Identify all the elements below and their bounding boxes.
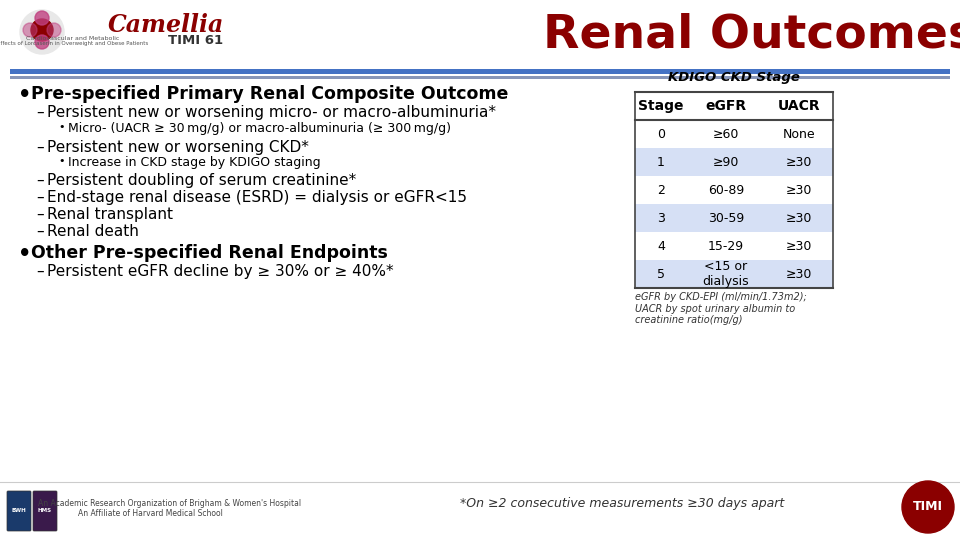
Text: Increase in CKD stage by KDIGO staging: Increase in CKD stage by KDIGO staging bbox=[68, 156, 321, 169]
Bar bbox=[635, 120, 833, 148]
Text: 2: 2 bbox=[657, 184, 665, 197]
Text: TIMI 61: TIMI 61 bbox=[168, 33, 223, 46]
Bar bbox=[635, 204, 833, 232]
Circle shape bbox=[47, 23, 61, 37]
Text: 0: 0 bbox=[657, 127, 665, 140]
Text: Persistent doubling of serum creatinine*: Persistent doubling of serum creatinine* bbox=[47, 173, 356, 188]
Text: •: • bbox=[18, 244, 32, 264]
Circle shape bbox=[35, 35, 49, 49]
Text: ≥30: ≥30 bbox=[786, 267, 812, 280]
Text: ≥30: ≥30 bbox=[786, 184, 812, 197]
Text: An Affiliate of Harvard Medical School: An Affiliate of Harvard Medical School bbox=[78, 510, 223, 518]
Text: •: • bbox=[18, 85, 32, 105]
Text: End-stage renal disease (ESRD) = dialysis or eGFR<15: End-stage renal disease (ESRD) = dialysi… bbox=[47, 190, 467, 205]
Text: 1: 1 bbox=[657, 156, 665, 168]
Text: Persistent new or worsening CKD*: Persistent new or worsening CKD* bbox=[47, 140, 309, 155]
Text: *On ≥2 consecutive measurements ≥30 days apart: *On ≥2 consecutive measurements ≥30 days… bbox=[460, 497, 784, 510]
Text: Renal transplant: Renal transplant bbox=[47, 207, 173, 222]
Text: None: None bbox=[782, 127, 815, 140]
FancyBboxPatch shape bbox=[7, 491, 31, 531]
Text: –: – bbox=[36, 264, 43, 279]
Text: eGFR by CKD-EPI (ml/min/1.73m2);
UACR by spot urinary albumin to
creatinine rati: eGFR by CKD-EPI (ml/min/1.73m2); UACR by… bbox=[635, 292, 806, 325]
Text: ≥90: ≥90 bbox=[713, 156, 739, 168]
Text: 15-29: 15-29 bbox=[708, 240, 744, 253]
FancyBboxPatch shape bbox=[33, 491, 57, 531]
Bar bbox=[635, 260, 833, 288]
Text: BWH: BWH bbox=[12, 508, 26, 512]
Bar bbox=[635, 92, 833, 120]
Text: UACR: UACR bbox=[778, 99, 820, 113]
Text: •: • bbox=[58, 122, 64, 132]
Text: –: – bbox=[36, 190, 43, 205]
Bar bbox=[635, 232, 833, 260]
Text: Pre-specified Primary Renal Composite Outcome: Pre-specified Primary Renal Composite Ou… bbox=[31, 85, 509, 103]
Text: <15 or
dialysis: <15 or dialysis bbox=[703, 260, 750, 288]
Text: Renal death: Renal death bbox=[47, 224, 139, 239]
Bar bbox=[635, 148, 833, 176]
Circle shape bbox=[20, 10, 64, 54]
Text: eGFR: eGFR bbox=[706, 99, 747, 113]
Text: 30-59: 30-59 bbox=[708, 212, 744, 225]
Text: –: – bbox=[36, 224, 43, 239]
Text: –: – bbox=[36, 173, 43, 188]
Text: –: – bbox=[36, 140, 43, 155]
Text: ≥30: ≥30 bbox=[786, 156, 812, 168]
Text: Other Pre-specified Renal Endpoints: Other Pre-specified Renal Endpoints bbox=[31, 244, 388, 262]
Text: ≥30: ≥30 bbox=[786, 212, 812, 225]
Text: HMS: HMS bbox=[38, 508, 52, 512]
Text: Persistent new or worsening micro- or macro-albuminuria*: Persistent new or worsening micro- or ma… bbox=[47, 105, 496, 120]
Bar bbox=[10, 76, 950, 79]
Bar bbox=[635, 176, 833, 204]
Text: –: – bbox=[36, 105, 43, 120]
Circle shape bbox=[23, 23, 37, 37]
Text: Micro- (UACR ≥ 30 mg/g) or macro-albuminuria (≥ 300 mg/g): Micro- (UACR ≥ 30 mg/g) or macro-albumin… bbox=[68, 122, 451, 135]
Text: 4: 4 bbox=[657, 240, 665, 253]
Bar bbox=[10, 69, 950, 74]
Text: 5: 5 bbox=[657, 267, 665, 280]
Text: KDIGO CKD Stage: KDIGO CKD Stage bbox=[668, 71, 800, 84]
Text: TIMI: TIMI bbox=[913, 501, 943, 514]
Circle shape bbox=[902, 481, 954, 533]
Text: 60-89: 60-89 bbox=[708, 184, 744, 197]
Bar bbox=[635, 92, 833, 288]
Text: Cardiovascular and Metabolic: Cardiovascular and Metabolic bbox=[26, 37, 120, 42]
Text: An Academic Research Organization of Brigham & Women's Hospital: An Academic Research Organization of Bri… bbox=[38, 500, 301, 509]
Text: Persistent eGFR decline by ≥ 30% or ≥ 40%*: Persistent eGFR decline by ≥ 30% or ≥ 40… bbox=[47, 264, 394, 279]
Text: Stage: Stage bbox=[638, 99, 684, 113]
Circle shape bbox=[35, 11, 49, 25]
Text: –: – bbox=[36, 207, 43, 222]
Text: Renal Outcomes: Renal Outcomes bbox=[543, 12, 960, 57]
Text: 3: 3 bbox=[657, 212, 665, 225]
Text: Effects of Lorcaserin in Overweight and Obese Patients: Effects of Lorcaserin in Overweight and … bbox=[0, 42, 149, 46]
Circle shape bbox=[31, 19, 53, 41]
Text: ≥30: ≥30 bbox=[786, 240, 812, 253]
Text: Camellia: Camellia bbox=[108, 13, 225, 37]
Text: •: • bbox=[58, 156, 64, 166]
Text: ≥60: ≥60 bbox=[713, 127, 739, 140]
